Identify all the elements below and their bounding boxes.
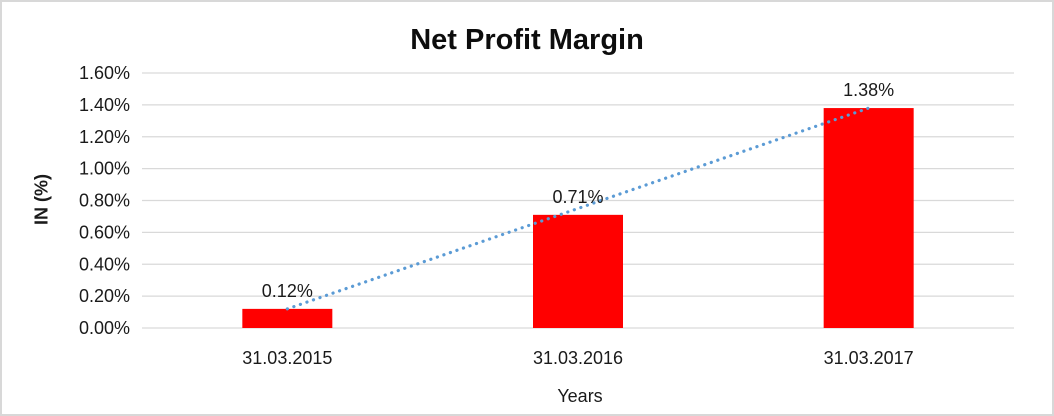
y-tick-label: 0.60%	[79, 222, 130, 242]
bar	[533, 214, 623, 328]
y-tick-label: 0.20%	[79, 286, 130, 306]
y-tick-label: 0.80%	[79, 191, 130, 211]
data-label: 0.12%	[262, 281, 313, 301]
bar	[242, 308, 333, 328]
x-category-label: 31.03.2016	[533, 348, 623, 368]
x-category-label: 31.03.2015	[242, 348, 332, 368]
y-tick-label: 1.20%	[79, 127, 130, 147]
bar	[823, 108, 914, 328]
y-tick-label: 0.40%	[79, 254, 130, 274]
data-label: 1.38%	[843, 80, 894, 100]
y-tick-label: 1.00%	[79, 159, 130, 179]
x-category-label: 31.03.2017	[824, 348, 914, 368]
trendline	[285, 106, 871, 311]
y-tick-label: 0.00%	[79, 318, 130, 338]
data-label: 0.71%	[552, 187, 603, 207]
chart-title: Net Profit Margin	[410, 24, 644, 56]
x-axis-title: Years	[557, 386, 603, 406]
y-tick-label: 1.40%	[79, 95, 130, 115]
y-tick-label: 1.60%	[79, 63, 130, 83]
